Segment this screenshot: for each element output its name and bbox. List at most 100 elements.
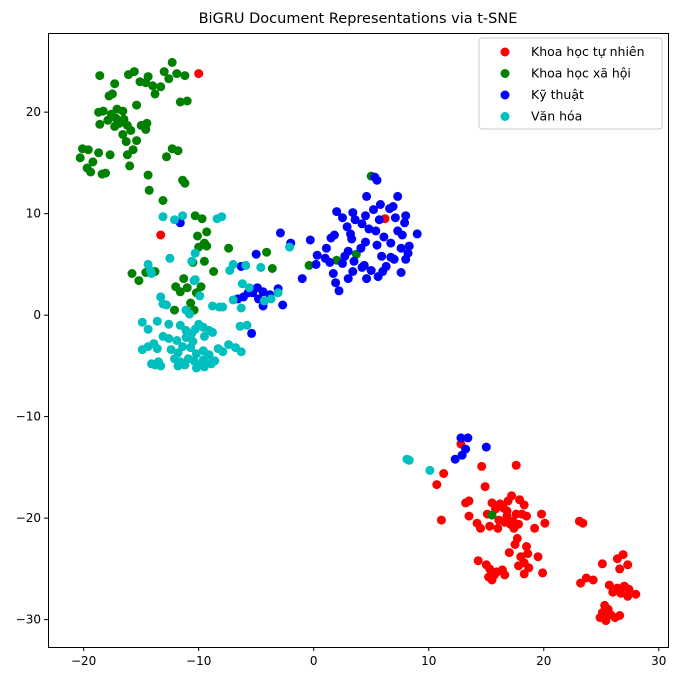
data-point — [212, 214, 222, 224]
data-point — [347, 234, 357, 244]
data-point — [178, 342, 188, 352]
data-point — [125, 161, 135, 171]
data-point — [158, 196, 168, 205]
data-point — [510, 540, 520, 549]
data-point — [404, 455, 414, 465]
data-point — [236, 303, 246, 313]
data-point — [237, 279, 247, 289]
data-point — [134, 276, 144, 286]
data-point — [396, 268, 406, 277]
data-point — [224, 243, 234, 253]
data-point — [473, 556, 483, 566]
data-point — [601, 616, 611, 626]
data-point — [588, 575, 598, 585]
data-point — [487, 510, 497, 520]
data-point — [533, 552, 543, 562]
data-point — [206, 359, 216, 369]
data-point — [209, 267, 219, 276]
data-point — [95, 71, 105, 81]
data-point — [182, 96, 192, 106]
data-point — [403, 248, 413, 258]
data-point — [95, 119, 105, 129]
data-point — [197, 214, 207, 224]
data-point — [208, 301, 217, 311]
x-tick-label: 20 — [536, 654, 551, 668]
data-point — [236, 347, 246, 357]
x-tick-label: 10 — [421, 654, 436, 668]
data-point — [361, 237, 370, 247]
data-point — [578, 518, 588, 528]
data-point — [618, 550, 628, 560]
data-point — [147, 359, 156, 369]
data-point — [522, 542, 531, 551]
x-tick-label: 30 — [651, 654, 666, 668]
data-point — [343, 274, 353, 284]
data-point — [94, 148, 104, 158]
data-point — [259, 296, 269, 306]
data-point — [511, 460, 521, 470]
data-point — [304, 260, 314, 270]
data-point — [186, 343, 196, 353]
data-point — [166, 345, 176, 355]
data-point — [266, 294, 276, 304]
data-point — [432, 480, 442, 490]
data-point — [412, 229, 422, 239]
data-point — [228, 295, 238, 305]
data-point — [195, 291, 205, 301]
data-point — [198, 355, 208, 365]
data-point — [331, 278, 341, 288]
data-point — [338, 213, 347, 223]
legend-marker — [500, 112, 510, 121]
data-point — [597, 559, 607, 569]
data-point — [88, 157, 98, 167]
data-point — [371, 226, 381, 236]
data-point — [156, 82, 166, 92]
data-point — [374, 215, 384, 225]
data-point — [275, 228, 285, 238]
data-point — [493, 523, 503, 533]
data-point — [329, 230, 339, 240]
data-point — [348, 267, 358, 276]
data-point — [332, 207, 342, 217]
data-point — [191, 363, 201, 373]
data-point — [175, 97, 185, 107]
series-1 — [75, 57, 497, 520]
data-point — [235, 321, 245, 331]
data-point — [242, 320, 252, 330]
data-point — [615, 564, 625, 574]
data-point — [508, 516, 518, 526]
data-point — [377, 251, 387, 261]
data-point — [267, 264, 277, 273]
data-point — [202, 227, 212, 237]
data-point — [464, 511, 474, 521]
data-point — [514, 561, 523, 571]
data-point — [103, 115, 113, 125]
data-point — [196, 282, 206, 292]
data-point — [504, 548, 514, 558]
data-point — [145, 266, 155, 275]
data-point — [224, 340, 234, 350]
data-point — [631, 589, 641, 599]
data-point — [156, 292, 166, 302]
data-point — [379, 232, 389, 242]
legend: Khoa học tự nhiên Khoa học xã hội Kỹ thuật… — [478, 37, 663, 130]
data-point — [208, 327, 217, 337]
data-point — [356, 243, 366, 253]
data-point — [202, 241, 212, 251]
data-point — [241, 260, 251, 270]
data-point — [338, 258, 347, 268]
series-0 — [156, 69, 641, 626]
data-point — [247, 328, 257, 338]
data-point — [397, 230, 407, 240]
data-point — [172, 69, 182, 79]
data-point — [105, 150, 115, 160]
legend-frame — [478, 37, 663, 130]
data-point — [127, 269, 137, 278]
data-point — [321, 243, 331, 253]
data-point — [522, 511, 531, 521]
data-point — [515, 495, 525, 505]
data-point — [400, 218, 410, 228]
data-point — [143, 324, 153, 334]
data-point — [162, 152, 171, 162]
data-point — [492, 567, 502, 577]
